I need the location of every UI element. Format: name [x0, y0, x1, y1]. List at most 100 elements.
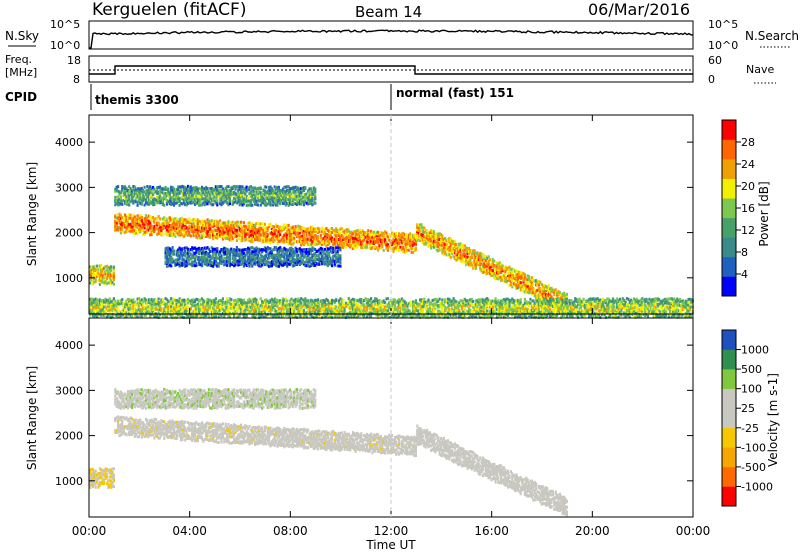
heatmap-cell [277, 200, 280, 204]
heatmap-cell [254, 257, 257, 261]
heatmap-cell [323, 260, 327, 264]
heatmap-cell [294, 226, 297, 230]
heatmap-cell [279, 201, 282, 205]
heatmap-cell [171, 228, 174, 232]
heatmap-cell [428, 235, 431, 239]
heatmap-cell [302, 255, 306, 259]
heatmap-cell [560, 298, 563, 302]
heatmap-cell [537, 293, 540, 297]
heatmap-cell [149, 185, 152, 189]
heatmap-cell [473, 262, 476, 266]
heatmap-cell [147, 310, 150, 314]
heatmap-cell [463, 254, 466, 258]
heatmap-cell [536, 280, 539, 284]
heatmap-cell [286, 261, 289, 265]
heatmap-cell [279, 248, 282, 252]
heatmap-cell [494, 274, 497, 278]
heatmap-cell [192, 218, 195, 222]
heatmap-cell [114, 299, 117, 303]
heatmap-cell [196, 308, 199, 312]
heatmap-cell [265, 308, 268, 311]
heatmap-cell [361, 236, 364, 240]
heatmap-cell [270, 314, 273, 318]
heatmap-cell [325, 232, 328, 236]
heatmap-cell [227, 197, 230, 201]
heatmap-cell [272, 191, 275, 195]
heatmap-cell [160, 307, 163, 311]
heatmap-cell [165, 302, 169, 306]
heatmap-cell [283, 189, 286, 193]
heatmap-cell [280, 237, 283, 241]
heatmap-cell [277, 189, 280, 193]
heatmap-cell [251, 256, 254, 260]
heatmap-cell [458, 248, 461, 252]
heatmap-cell [200, 255, 204, 259]
heatmap-cell [379, 233, 382, 237]
heatmap-cell [277, 229, 280, 233]
heatmap-cell [277, 234, 280, 238]
heatmap-cell [252, 314, 255, 318]
heatmap-cell [314, 187, 317, 191]
heatmap-cell [486, 264, 489, 268]
heatmap-cell [507, 276, 510, 280]
heatmap-cell [459, 248, 462, 252]
heatmap-cell [432, 237, 436, 240]
heatmap-cell [240, 201, 243, 205]
heatmap-cell [535, 290, 538, 294]
heatmap-cell [467, 257, 471, 261]
heatmap-cell [254, 253, 257, 257]
heatmap-cell [119, 311, 122, 315]
heatmap-cell [221, 187, 224, 191]
heatmap-cell [242, 224, 245, 228]
heatmap-cell [272, 305, 275, 309]
heatmap-cell [178, 234, 181, 238]
heatmap-cell [133, 309, 136, 313]
heatmap-cell [335, 257, 338, 261]
heatmap-cell [311, 246, 314, 250]
heatmap-cell [469, 264, 472, 268]
heatmap-cell [200, 260, 204, 264]
heatmap-cell [167, 249, 170, 253]
heatmap-cell [189, 262, 192, 266]
heatmap-cell [233, 250, 236, 254]
heatmap-cell [212, 247, 215, 251]
heatmap-cell [117, 185, 120, 189]
heatmap-cell [248, 250, 251, 254]
heatmap-cell [249, 299, 252, 303]
heatmap-cell [540, 294, 543, 298]
heatmap-cell [124, 191, 127, 195]
heatmap-cell [437, 249, 440, 253]
heatmap-cell [231, 202, 234, 206]
heatmap-cell [259, 233, 262, 237]
heatmap-cell [212, 230, 215, 234]
heatmap-cell [321, 226, 324, 230]
heatmap-cell [107, 272, 110, 276]
heatmap-cell [249, 201, 252, 205]
heatmap-cell [248, 264, 251, 268]
heatmap-cell [93, 280, 96, 284]
heatmap-cell [259, 310, 262, 314]
heatmap-cell [143, 233, 146, 236]
heatmap-cell [248, 225, 251, 228]
heatmap-cell [205, 250, 208, 254]
heatmap-cell [287, 254, 290, 258]
heatmap-cell [195, 193, 198, 197]
heatmap-cell [198, 236, 201, 240]
heatmap-cell [100, 279, 103, 283]
heatmap-cell [308, 194, 311, 198]
heatmap-cell [312, 235, 315, 239]
heatmap-cell [149, 195, 152, 199]
heatmap-cell [94, 297, 97, 301]
heatmap-cell [249, 239, 252, 243]
heatmap-cell [157, 186, 160, 189]
heatmap-cell [237, 220, 240, 224]
heatmap-cell [297, 240, 300, 243]
heatmap-cell [361, 246, 364, 250]
heatmap-cell [304, 237, 307, 241]
heatmap-cell [129, 200, 132, 204]
heatmap-cell [305, 228, 308, 232]
heatmap-cell [114, 219, 117, 223]
heatmap-cell [532, 278, 535, 282]
heatmap-cell [452, 251, 455, 255]
heatmap-cell [276, 186, 279, 190]
